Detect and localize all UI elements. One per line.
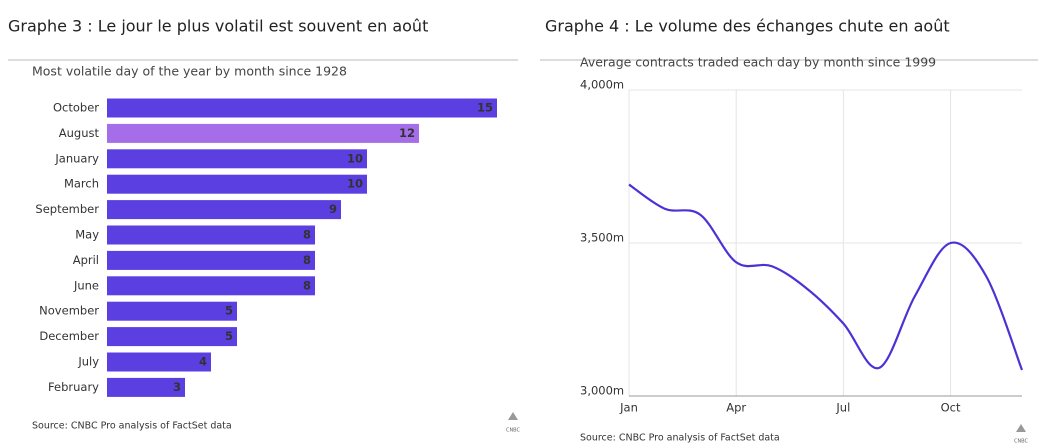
value-label: 3: [173, 380, 181, 394]
chart-title: Most volatile day of the year by month s…: [32, 64, 347, 79]
x-tick-label: Jul: [835, 401, 850, 415]
y-tick-label: March: [64, 177, 99, 191]
value-label: 8: [303, 278, 311, 292]
y-tick-label: January: [54, 151, 99, 165]
y-tick-label: July: [77, 355, 99, 369]
value-label: 9: [329, 202, 337, 216]
bar: [107, 352, 211, 372]
value-label: 5: [225, 329, 233, 343]
bar: [107, 250, 315, 270]
y-tick-label: February: [48, 380, 99, 394]
bar: [107, 200, 341, 220]
bar: [107, 149, 367, 169]
bar: [107, 123, 419, 143]
line: [628, 183, 1024, 371]
x-tick-label: Apr: [726, 401, 746, 415]
logo: CNBC: [506, 428, 521, 434]
y-tick-label: April: [73, 253, 99, 267]
y-tick-label: May: [75, 228, 99, 242]
heading: Graphe 3 : Le jour le plus volatil est s…: [8, 17, 428, 36]
y-tick-label: August: [59, 126, 100, 140]
source: Source: CNBC Pro analysis of FactSet dat…: [32, 421, 232, 432]
x-tick-label: Jan: [619, 401, 638, 415]
value-label: 8: [303, 253, 311, 267]
x-tick-label: Oct: [941, 401, 961, 415]
bar: [107, 174, 367, 194]
y-tick-label: June: [73, 278, 99, 292]
chart-title: Average contracts traded each day by mon…: [580, 55, 936, 70]
value-label: 5: [225, 304, 233, 318]
source: Source: CNBC Pro analysis of FactSet dat…: [580, 433, 780, 444]
y-tick-label: November: [39, 304, 99, 318]
y-tick-label: September: [35, 202, 99, 216]
bar: [107, 327, 237, 347]
logo-icon: [508, 412, 518, 420]
value-label: 10: [347, 151, 363, 165]
y-tick-label: 3,500m: [580, 231, 624, 245]
bar: [107, 98, 497, 118]
y-tick-label: 4,000m: [580, 78, 624, 92]
logo: CNBC: [1014, 439, 1029, 445]
value-label: 15: [477, 101, 493, 115]
heading: Graphe 4 : Le volume des échanges chute …: [545, 17, 950, 36]
value-label: 4: [199, 355, 207, 369]
bar: [107, 377, 185, 397]
y-tick-label: December: [39, 329, 99, 343]
value-label: 10: [347, 177, 363, 191]
logo-icon: [1016, 424, 1026, 432]
bar: [107, 276, 315, 296]
y-tick-label: 3,000m: [580, 384, 624, 398]
bar: [107, 301, 237, 321]
y-tick-label: October: [53, 101, 99, 115]
value-label: 8: [303, 228, 311, 242]
value-label: 12: [399, 126, 415, 140]
bar: [107, 225, 315, 245]
